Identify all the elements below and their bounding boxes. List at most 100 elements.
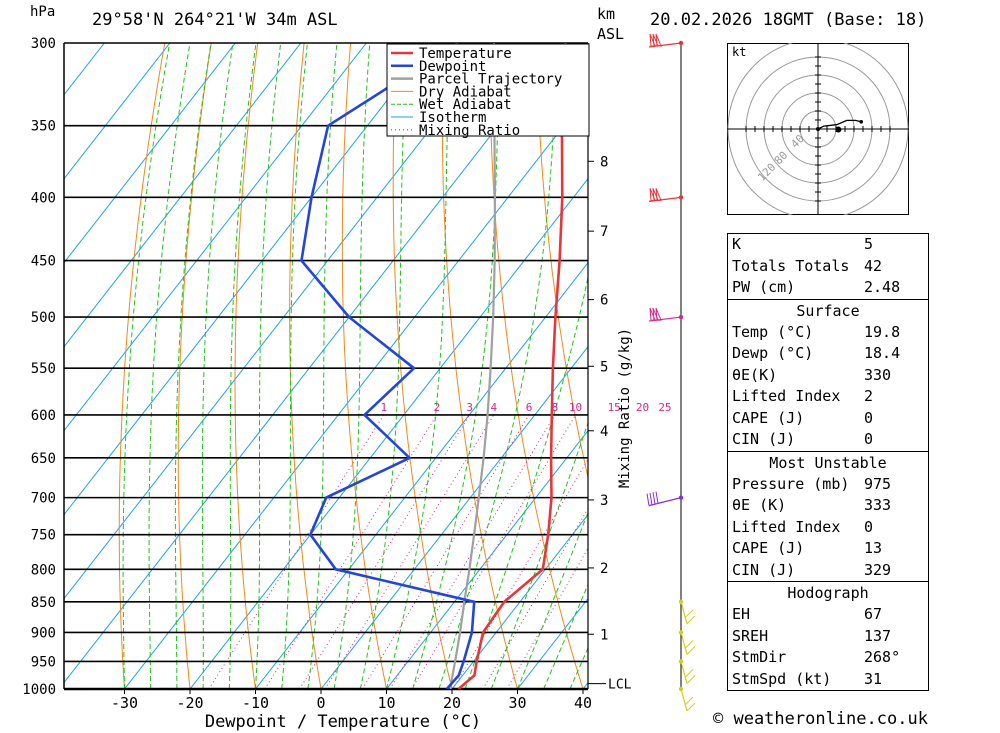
x-tick-label: 20 xyxy=(443,694,461,712)
hodograph-title: Hodograph xyxy=(787,584,869,602)
dry-adiabat-line xyxy=(177,43,212,689)
hodograph-origin xyxy=(816,127,820,131)
wet-adiabat-line xyxy=(174,43,212,689)
pressure-tick-label: 800 xyxy=(31,562,56,578)
hodograph-trace xyxy=(817,119,862,130)
mixing-ratio-label: 8 xyxy=(552,401,559,414)
dry-adiabat-line xyxy=(234,43,259,689)
isotherm-line xyxy=(451,513,588,689)
wet-adiabat-line xyxy=(333,43,371,689)
legend-entry: Dry Adiabat xyxy=(419,84,512,100)
isotherm-line xyxy=(189,177,588,689)
dry-adiabat-line xyxy=(489,43,584,689)
copyright-notice[interactable]: © weatheronline.co.uk xyxy=(713,709,928,729)
mixing-ratio-axis-label: Mixing Ratio (g/kg) xyxy=(617,328,633,488)
pressure-tick-label: 650 xyxy=(31,451,56,467)
wind-barb xyxy=(680,601,696,625)
km-tick-label: 5 xyxy=(600,359,608,375)
km-tick-label: 8 xyxy=(600,154,608,170)
isotherm-line xyxy=(64,43,564,684)
index-row: CAPE (J) 0 xyxy=(732,408,874,427)
mixing-ratio-line xyxy=(452,458,588,689)
wet-adiabat-line xyxy=(412,43,501,689)
legend-entry: Parcel Trajectory xyxy=(419,72,562,88)
isotherm-line xyxy=(320,345,588,689)
asl-unit-label: ASL xyxy=(597,25,625,43)
index-row: PW (cm) 2.48 xyxy=(732,278,901,296)
wet-adiabat-line xyxy=(543,583,588,689)
index-row: StmSpd (kt) 31 xyxy=(732,669,883,688)
pressure-tick-label: 750 xyxy=(31,528,56,544)
pressure-tick-label: 700 xyxy=(31,491,56,507)
pressure-tick-label: 550 xyxy=(31,361,56,377)
km-tick-label: 3 xyxy=(600,493,608,509)
km-unit-label: km xyxy=(597,5,616,23)
mixing-ratio-label: 1 xyxy=(380,401,387,414)
pressure-tick-label: 1000 xyxy=(22,682,56,698)
dry-adiabat-line xyxy=(676,43,700,689)
mixing-ratio-line xyxy=(361,414,530,689)
location-title: 29°58'N 264°21'W 34m ASL xyxy=(92,10,338,30)
index-row: Temp (°C) 19.8 xyxy=(732,322,901,341)
mixing-ratio-label: 3 xyxy=(466,401,473,414)
isotherm-line xyxy=(255,261,588,689)
index-row: Lifted Index 0 xyxy=(732,517,874,536)
legend-entry: Isotherm xyxy=(419,110,486,126)
mixing-ratio-line xyxy=(299,414,471,689)
km-tick-label: 1 xyxy=(600,627,608,643)
most-unstable-title: Most Unstable xyxy=(769,453,887,472)
index-row: StmDir 268° xyxy=(732,648,901,666)
mixing-ratio-line xyxy=(506,547,588,689)
wet-adiabat-line xyxy=(148,43,191,689)
pressure-tick-label: 600 xyxy=(31,408,56,424)
isotherm-line xyxy=(386,429,588,689)
mixing-ratio-line xyxy=(324,414,495,689)
wind-barb xyxy=(680,632,696,655)
wet-adiabat-line xyxy=(281,43,308,689)
pressure-tick-label: 900 xyxy=(31,625,56,641)
km-tick-label: 2 xyxy=(600,561,608,577)
wet-adiabat-line xyxy=(517,511,588,689)
hodograph-section: Hodograph EH 67 SREH 137 StmDir 268° StmSpd… xyxy=(728,581,928,690)
wind-barb xyxy=(648,307,682,322)
wet-adiabat-line xyxy=(464,275,588,689)
mixing-ratio-label: 4 xyxy=(490,401,497,414)
storm-motion-marker xyxy=(835,126,842,133)
mixing-ratio-label: 2 xyxy=(434,401,441,414)
dry-adiabat-line xyxy=(392,43,453,689)
index-row: θE (K) 333 xyxy=(732,496,892,514)
dry-adiabat-line xyxy=(289,43,322,689)
pressure-tick-label: 850 xyxy=(31,595,56,611)
x-axis-label: Dewpoint / Temperature (°C) xyxy=(205,712,481,732)
dry-adiabat-line xyxy=(629,43,700,689)
legend-entry: Mixing Ratio xyxy=(419,123,520,139)
hpa-unit-label: hPa xyxy=(30,4,56,20)
index-row: SREH 137 xyxy=(732,626,892,645)
isotherm-line xyxy=(64,43,302,348)
mixing-ratio-label: 15 xyxy=(608,401,621,414)
wind-barb xyxy=(680,661,696,684)
index-row: Pressure (mb) 975 xyxy=(732,474,892,493)
wet-adiabat-line xyxy=(201,43,234,689)
surface-section: Surface Temp (°C) 19.8 Dewp (°C) 18.4 θE(K… xyxy=(728,298,928,451)
dewpoint-profile xyxy=(300,43,476,689)
pressure-tick-label: 450 xyxy=(31,254,56,270)
most-unstable-section: Most Unstable Pressure (mb) 975 θE (K) 333… xyxy=(728,450,928,582)
dry-adiabat-line xyxy=(441,43,518,689)
lcl-label: LCL xyxy=(608,678,632,693)
x-tick-label: -10 xyxy=(242,694,269,712)
wind-barb xyxy=(648,188,682,202)
x-tick-label: 30 xyxy=(508,694,526,712)
skewt-chart: 1 2 3 4 6 8 10 15 20 2530035040045050055060065070… xyxy=(22,33,700,732)
km-tick-label: 4 xyxy=(600,424,608,440)
dry-adiabat-line xyxy=(118,43,166,689)
parcel-trajectory xyxy=(449,43,496,689)
mixing-ratio-label: 6 xyxy=(526,401,533,414)
index-row: Totals Totals 42 xyxy=(732,256,883,275)
isotherm-line xyxy=(64,43,171,180)
isotherm-line xyxy=(517,597,588,689)
mixing-ratio-label: 25 xyxy=(658,401,671,414)
